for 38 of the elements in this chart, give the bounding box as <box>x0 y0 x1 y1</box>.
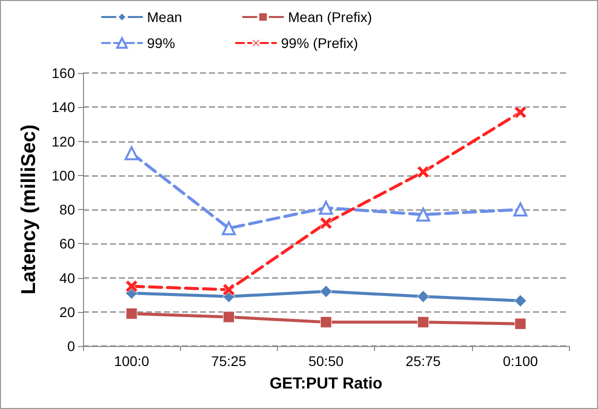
point <box>319 200 333 215</box>
point <box>126 308 138 320</box>
point <box>513 202 528 216</box>
point <box>320 216 332 230</box>
x-tick-label: 100:0 <box>114 353 150 369</box>
point <box>416 166 430 178</box>
y-tick-label: 140 <box>52 99 76 116</box>
point <box>514 106 527 118</box>
y-tick-label: 0 <box>67 338 76 354</box>
x-tick-label: 75:25 <box>211 353 247 369</box>
point <box>222 283 236 296</box>
point <box>416 208 430 222</box>
y-tick-label: 160 <box>52 65 76 81</box>
point <box>320 316 332 328</box>
point <box>320 285 332 298</box>
legend-label: Mean <box>147 9 182 25</box>
x-tick-label: 50:50 <box>308 353 344 369</box>
y-tick-label: 40 <box>59 270 76 286</box>
y-tick-label: 20 <box>59 304 76 320</box>
x-tick-label: 0:100 <box>502 353 538 369</box>
point <box>125 280 138 293</box>
legend-label: 99% <box>147 35 176 51</box>
y-axis-title: Latency (milliSec) <box>18 124 40 295</box>
legend-label: Mean (Prefix) <box>288 9 372 25</box>
legend-label: 99% (Prefix) <box>281 35 358 51</box>
point <box>223 311 235 323</box>
x-axis-title: GET:PUT Ratio <box>270 376 383 392</box>
point <box>222 221 236 236</box>
y-tick-label: 60 <box>59 236 76 252</box>
y-tick-label: 120 <box>52 133 76 150</box>
point <box>124 146 139 160</box>
x-tick-label: 25:75 <box>406 353 441 369</box>
point <box>417 316 429 328</box>
y-tick-label: 80 <box>59 202 76 218</box>
point <box>514 318 526 330</box>
point <box>416 290 430 303</box>
y-tick-label: 100 <box>52 167 76 184</box>
point <box>514 294 527 308</box>
